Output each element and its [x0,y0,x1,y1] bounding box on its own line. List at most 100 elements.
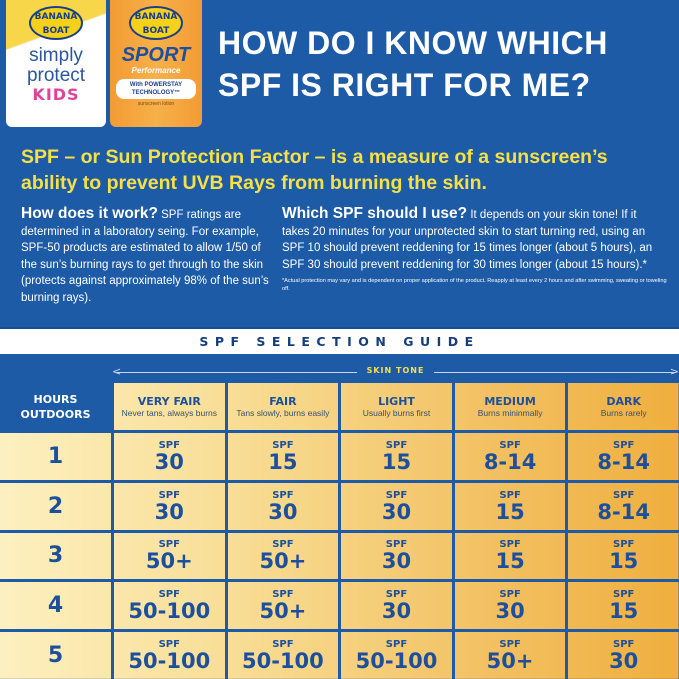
spf-label: SPF [158,539,180,551]
spf-cell: SPF 15 [454,482,566,530]
hours-cell: 2 [0,482,111,530]
question: Which SPF should I use? [282,205,468,222]
skin-tone: LIGHT [378,394,415,408]
column-header: LIGHT Usually burns first [341,383,452,430]
spf-value: 15 [268,449,298,474]
banana-boat-logo: BANANA BOAT [129,6,183,40]
skin-tone: VERY FAIR [137,394,201,408]
spf-cell: SPF 30 [454,582,566,630]
spf-value: 15 [609,599,639,624]
headline-line: SPF IS RIGHT FOR ME? [218,67,591,103]
spf-label: SPF [158,589,180,601]
lead-text: SPF – or Sun Protection Factor – is a me… [21,146,608,194]
which-spf: Which SPF should I use? It depends on yo… [282,205,667,306]
headline-line: HOW DO I KNOW WHICH [218,25,608,61]
spf-label: SPF [272,489,294,501]
spf-cell: SPF 8-14 [568,433,679,480]
product-name: simply protect [26,45,86,86]
product-sub: KIDS [32,85,80,104]
skin-tone-desc: Burns mininmally [477,407,543,418]
column-header: FAIR Tans slowly, burns easily [227,383,339,430]
spf-value: 50-100 [355,649,438,674]
spf-value: 15 [495,549,525,574]
spf-label: SPF [385,539,408,551]
hours-cell: 5 [0,632,111,679]
spf-label: SPF [613,539,635,551]
spf-value: 50+ [259,549,307,574]
question: How does it work? [21,205,158,222]
banana-boat-logo: BANANA BOAT [29,6,83,40]
spf-cell: SPF 15 [568,582,679,630]
spf-cell: SPF 50-100 [114,632,225,679]
spf-cell: SPF 8-14 [454,433,566,480]
spf-cell: SPF 15 [454,532,566,580]
skin-tone-desc: Burns rarely [600,407,647,418]
spf-label: SPF [613,489,635,501]
spf-cell: SPF 30 [341,532,452,580]
spf-label: SPF [499,439,521,451]
headline: HOW DO I KNOW WHICH SPF IS RIGHT FOR ME? [218,22,673,106]
spf-cell: SPF 30 [114,482,225,530]
spf-value: 50+ [486,649,534,674]
skin-tone: DARK [606,394,641,408]
answer: It depends on your skin tone! If it take… [282,209,653,271]
hours-value: 4 [47,593,64,619]
spf-value: 15 [381,449,412,474]
arrow-right-icon: > [669,365,679,378]
spf-label: SPF [499,539,521,551]
spf-value: 50-100 [128,649,211,674]
skin-tone-desc: Tans slowly, burns easily [236,407,330,418]
spf-label: SPF [272,639,294,651]
spf-cell: SPF 15 [341,433,452,480]
spf-cell: SPF 30 [341,582,452,630]
product-badge: With POWERSTAY TECHNOLOGY™ [116,79,196,99]
spf-value: 8-14 [597,449,650,474]
spf-label: SPF [158,489,180,501]
spf-value: 50-100 [128,599,211,624]
spf-label: SPF [385,639,408,651]
spf-value: 30 [381,549,412,574]
hours-value: 5 [47,643,64,669]
guide-title: SPF SELECTION GUIDE [0,327,679,354]
spf-label: SPF [499,639,521,651]
spf-cell: SPF 50+ [454,632,566,679]
skin-tone: FAIR [269,394,297,408]
hours-header: HOURS OUTDOORS [0,383,111,430]
spf-value: 50+ [145,549,193,574]
spf-value: 30 [381,599,412,624]
arrow-left-icon: < [112,365,122,378]
hours-value: 2 [47,493,64,519]
spf-cell: SPF 15 [568,532,679,580]
spf-label: SPF [385,589,408,601]
skin-tone-desc: Usually burns first [362,407,431,418]
column-header: DARK Burns rarely [568,383,679,430]
spf-value: 30 [154,449,184,474]
spf-value: 15 [495,499,525,524]
spf-cell: SPF 50+ [114,532,225,580]
skin-tone-axis: < > SKIN TONE [112,364,679,378]
spf-value: 8-14 [483,449,537,474]
spf-cell: SPF 50-100 [341,632,452,679]
product-name: SPORT [121,44,191,66]
spf-label: SPF [385,439,408,451]
spf-cell: SPF 30 [568,632,679,679]
product-image-sport: BANANA BOAT SPORT Performance With POWER… [110,0,202,127]
column-header: MEDIUM Burns mininmally [454,383,566,430]
hours-value: 3 [47,543,64,569]
skin-tone: MEDIUM [484,394,536,408]
spf-value: 30 [495,599,525,624]
spf-cell: SPF 30 [341,482,452,530]
hours-cell: 1 [0,433,111,480]
spf-cell: SPF 30 [114,433,225,480]
spf-label: SPF [499,589,521,601]
spf-cell: SPF 50-100 [114,582,225,630]
skin-tone-label: SKIN TONE [356,364,435,378]
column-header: VERY FAIR Never tans, always burns [114,383,225,430]
spf-label: SPF [272,439,294,451]
spf-label: SPF [158,439,180,451]
hero-banner: BANANA BOAT simply protect KIDS BANANA B… [0,0,679,127]
spf-value: 8-14 [597,499,650,524]
spf-label: SPF [272,589,294,601]
info-section: SPF – or Sun Protection Factor – is a me… [21,144,667,325]
how-it-works: How does it work? SPF ratings are determ… [21,205,271,306]
